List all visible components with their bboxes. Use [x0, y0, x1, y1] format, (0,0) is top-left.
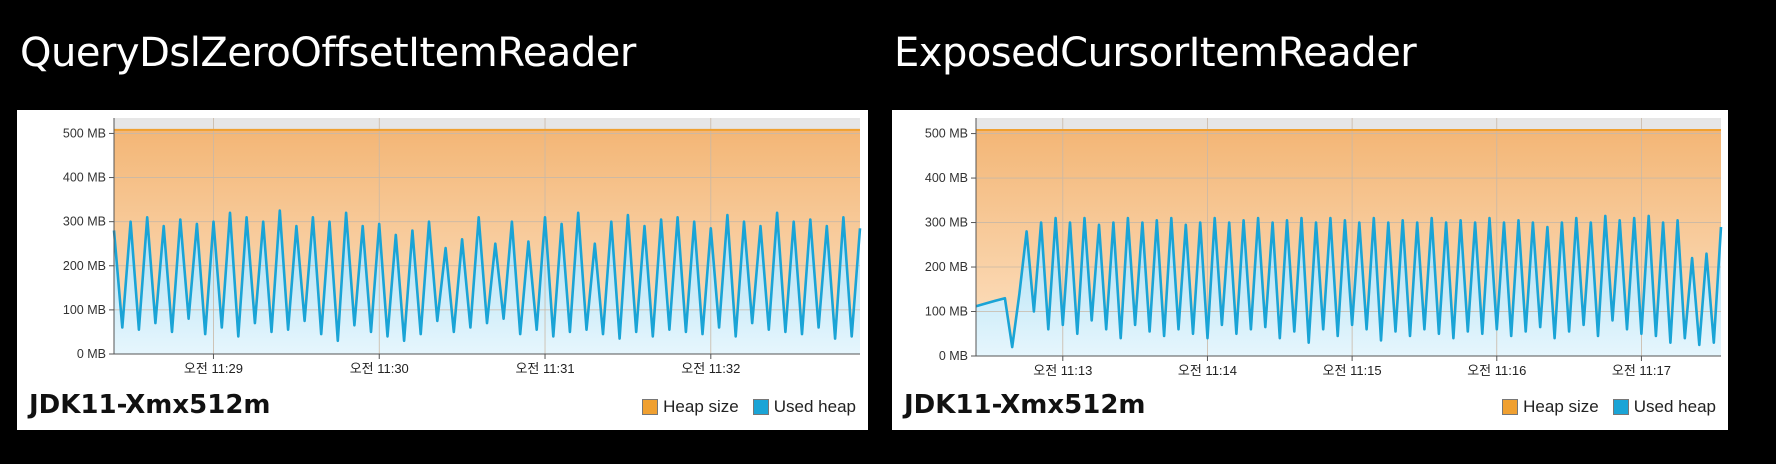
x-tick-label: 오전 11:17 — [1612, 363, 1671, 378]
used-heap-line — [975, 214, 1723, 349]
legend-swatch-used-heap — [752, 399, 769, 415]
legend-swatch-heap-size — [642, 399, 659, 415]
used-heap-line — [112, 209, 862, 343]
y-tick-label: 500 MB — [925, 127, 968, 141]
chart-legend-left: Heap size Used heap — [628, 397, 856, 417]
y-tick-label: 100 MB — [63, 303, 106, 317]
y-tick-label: 500 MB — [63, 126, 106, 140]
x-tick-label: 오전 11:13 — [1033, 363, 1092, 378]
legend-label-heap-size: Heap size — [1523, 397, 1599, 416]
y-tick-label: 0 MB — [939, 349, 968, 363]
y-tick-label: 100 MB — [925, 305, 968, 319]
x-tick-label: 오전 11:16 — [1467, 363, 1526, 378]
legend-label-heap-size: Heap size — [663, 397, 739, 416]
used-heap-area — [114, 210, 860, 354]
x-tick-label: 오전 11:31 — [515, 361, 574, 376]
x-tick-label: 오전 11:14 — [1178, 363, 1237, 378]
y-tick-label: 300 MB — [925, 216, 968, 230]
chart-title-left: QueryDslZeroOffsetItemReader — [20, 30, 636, 76]
legend-swatch-used-heap — [1612, 399, 1629, 415]
x-tick-label: 오전 11:29 — [184, 361, 243, 376]
legend-label-used-heap: Used heap — [1633, 397, 1716, 416]
chart-title-right: ExposedCursorItemReader — [894, 30, 1417, 76]
legend-swatch-heap-size — [1502, 399, 1519, 415]
chart-plot-right: 0 MB 100 MB 200 MB 300 MB 400 MB 500 MB 오전 11:… — [925, 118, 1723, 378]
chart-panel-right: 0 MB 100 MB 200 MB 300 MB 400 MB 500 MB 오전 11:… — [892, 110, 1728, 430]
x-tick-label: 오전 11:15 — [1323, 363, 1382, 378]
chart-plot-left: 0 MB 100 MB 200 MB 300 MB 400 MB 500 MB 오전 11:… — [63, 118, 862, 376]
x-tick-label: 오전 11:30 — [350, 361, 409, 376]
chart-caption-left: JDK11-Xmx512m — [29, 390, 271, 420]
y-tick-label: 200 MB — [925, 260, 968, 274]
chart-caption-right: JDK11-Xmx512m — [904, 390, 1146, 420]
chart-panel-left: 0 MB 100 MB 200 MB 300 MB 400 MB 500 MB 오전 11:… — [17, 110, 868, 430]
legend-label-used-heap: Used heap — [773, 397, 856, 416]
y-tick-label: 400 MB — [63, 171, 106, 185]
x-tick-label: 오전 11:32 — [681, 361, 740, 376]
y-tick-label: 200 MB — [63, 259, 106, 273]
chart-legend-right: Heap size Used heap — [1488, 397, 1716, 417]
y-tick-label: 400 MB — [925, 171, 968, 185]
y-tick-label: 300 MB — [63, 215, 106, 229]
y-tick-label: 0 MB — [77, 347, 106, 361]
